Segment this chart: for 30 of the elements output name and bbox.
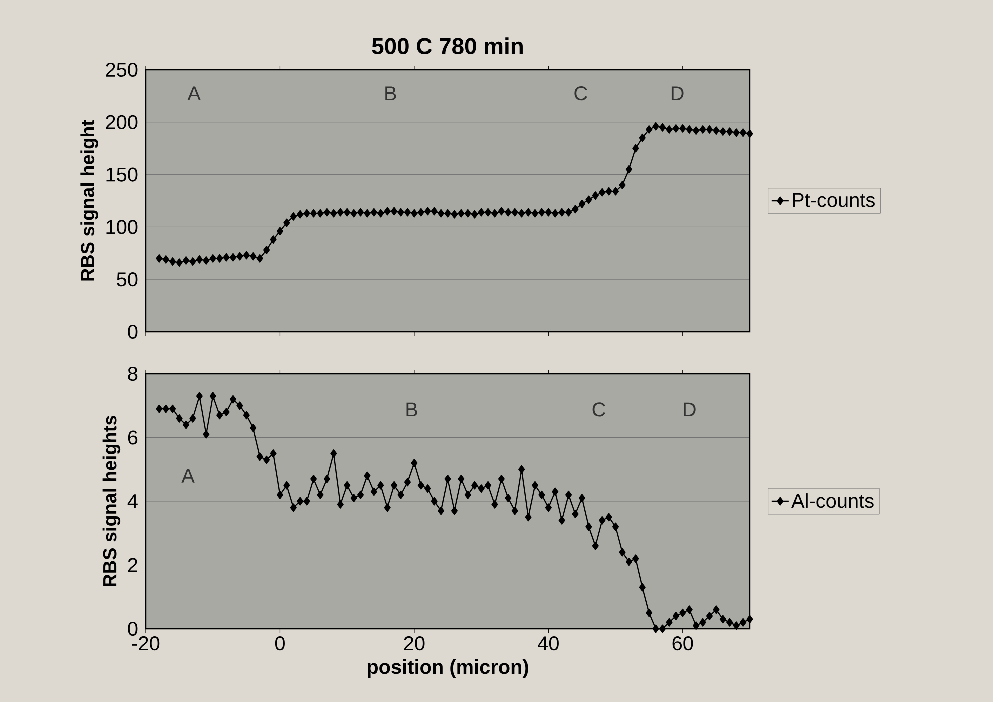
x-tick-label: 40 xyxy=(538,636,559,651)
annotation: D xyxy=(684,402,696,417)
y-tick-label: 150 xyxy=(106,168,138,182)
x-tick-label: 20 xyxy=(404,636,425,651)
y-axis-title: RBS signal heights xyxy=(102,416,121,586)
chart-title: 500 C 780 min xyxy=(372,38,523,54)
y-tick-label: 4 xyxy=(128,494,138,508)
y-tick-label: 200 xyxy=(106,115,138,130)
y-tick-label: 2 xyxy=(128,558,138,572)
annotation: A xyxy=(188,86,201,100)
annotation: B xyxy=(406,402,418,417)
y-tick-label: 0 xyxy=(128,324,138,340)
y-tick-label: 0 xyxy=(128,622,138,636)
y-axis-title: RBS signal height xyxy=(80,120,98,281)
x-axis-title: position (micron) xyxy=(368,660,528,678)
y-tick-label: 250 xyxy=(106,62,138,78)
annotation: A xyxy=(182,469,195,483)
legend-label: Pt-counts xyxy=(793,193,875,208)
y-tick-label: 6 xyxy=(128,430,138,445)
y-tick-label: 50 xyxy=(117,272,138,287)
y-tick-label: 100 xyxy=(106,220,138,234)
x-tick-label: 60 xyxy=(672,636,694,651)
annotation: C xyxy=(574,86,588,101)
x-tick-label: -20 xyxy=(132,636,160,651)
legend-label: Al-counts xyxy=(792,494,874,508)
x-tick-label: 0 xyxy=(275,636,285,651)
annotation: C xyxy=(592,402,606,417)
y-tick-label: 8 xyxy=(128,366,138,382)
annotation: B xyxy=(386,86,396,100)
annotation: D xyxy=(672,86,684,100)
